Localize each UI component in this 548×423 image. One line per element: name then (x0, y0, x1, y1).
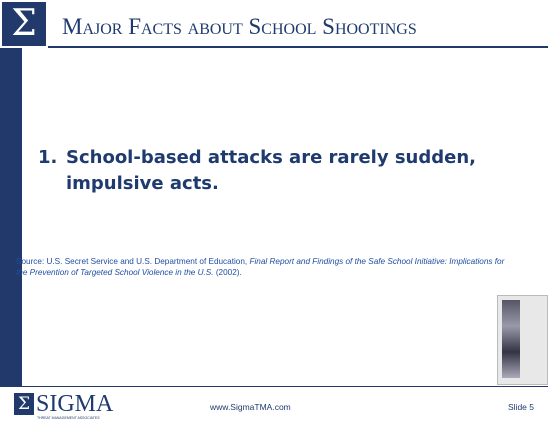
source-year: (2002). (216, 268, 242, 277)
slide-number: Slide 5 (508, 402, 534, 412)
cover-photos (502, 300, 520, 378)
footer-url: www.SigmaTMA.com (210, 402, 291, 412)
footer-rule (0, 386, 548, 387)
footer-brand: SIGMA (36, 391, 113, 418)
title-rule (48, 46, 548, 48)
source-prefix: Source: U.S. Secret Service and U.S. Dep… (16, 257, 247, 266)
footer-logo-icon: Σ (14, 393, 34, 415)
point-number: 1. (38, 145, 66, 197)
side-band (0, 0, 22, 386)
report-cover (497, 295, 548, 385)
slide: Σ Major Facts about School Shootings 1. … (0, 0, 548, 423)
logo-icon: Σ (0, 0, 48, 48)
point: 1. School-based attacks are rarely sudde… (38, 145, 488, 197)
slide-title: Major Facts about School Shootings (62, 14, 417, 40)
footer-tagline: THREAT MANAGEMENT ASSOCIATES (37, 416, 100, 420)
point-text: School-based attacks are rarely sudden, … (66, 145, 488, 197)
source: Source: U.S. Secret Service and U.S. Dep… (16, 256, 516, 278)
